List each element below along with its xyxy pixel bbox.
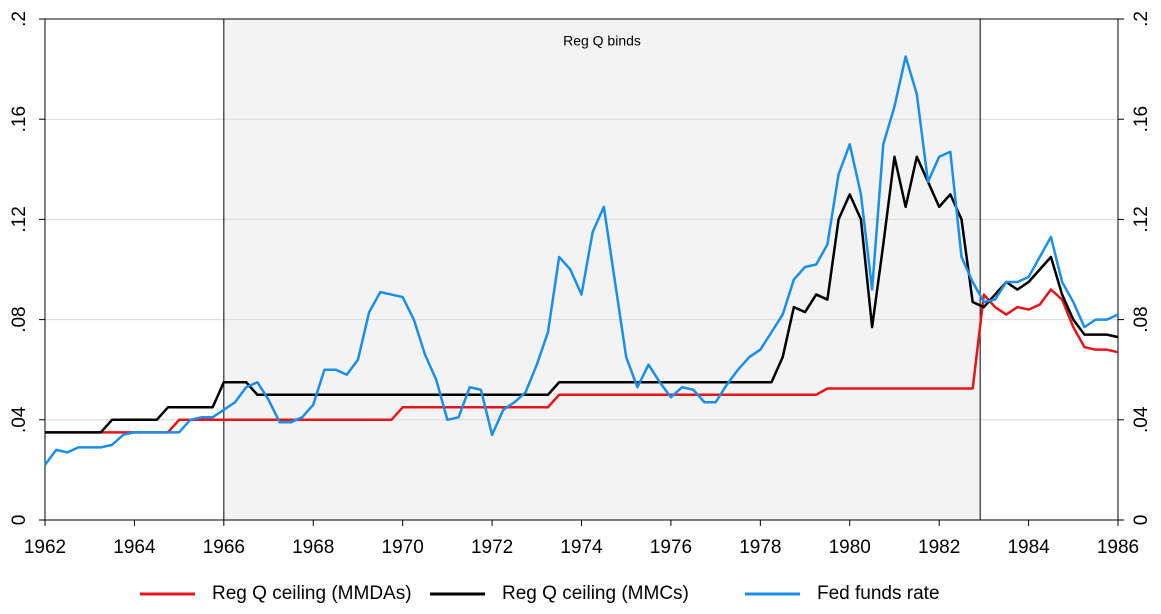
y2-tick-label: .16	[1131, 106, 1152, 132]
x-tick-label: 1970	[382, 537, 424, 558]
series-line	[43, 55, 1119, 466]
y2-tick-label: .08	[1131, 306, 1152, 332]
legend-label: Reg Q ceiling (MMDAs)	[212, 583, 412, 604]
y2-tick-label: .2	[1131, 11, 1152, 27]
x-tick-label: 1986	[1097, 537, 1139, 558]
y2-tick-label: .04	[1131, 406, 1152, 433]
x-tick-label: 1968	[292, 537, 334, 558]
shaded-region	[223, 19, 981, 520]
x-tick-label: 1982	[918, 537, 960, 558]
y-tick-label: .12	[9, 206, 30, 232]
x-tick-label: 1966	[203, 537, 245, 558]
x-tick-label: 1962	[24, 537, 66, 558]
y2-tick-label: 0	[1131, 515, 1152, 526]
series-line	[45, 155, 1119, 434]
y-tick-label: .04	[9, 406, 30, 433]
y-tick-label: .16	[9, 106, 30, 132]
x-tick-label: 1978	[739, 537, 781, 558]
legend-label: Reg Q ceiling (MMCs)	[502, 583, 689, 604]
x-tick-label: 1964	[113, 537, 156, 558]
x-tick-label: 1980	[829, 537, 871, 558]
y-tick-label: 0	[9, 515, 30, 526]
x-tick-label: 1972	[471, 537, 513, 558]
y-tick-label: .2	[9, 11, 30, 27]
series-line	[45, 288, 1119, 434]
annotation: Reg Q binds	[563, 33, 641, 49]
x-tick-label: 1984	[1007, 537, 1050, 558]
y-tick-label: .08	[9, 306, 30, 332]
legend-label: Fed funds rate	[817, 583, 940, 604]
x-tick-label: 1976	[650, 537, 692, 558]
y2-tick-label: .12	[1131, 206, 1152, 232]
x-tick-label: 1974	[560, 537, 603, 558]
